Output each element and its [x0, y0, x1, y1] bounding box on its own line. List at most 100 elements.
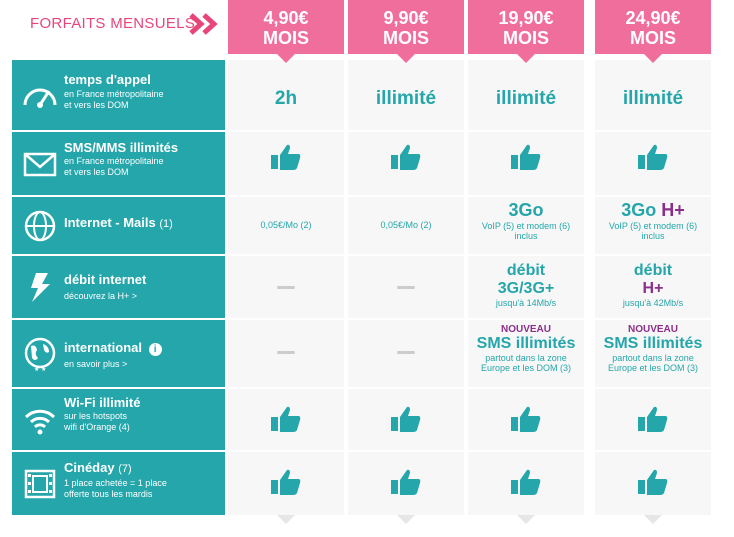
row-subtitle: et vers les DOM [64, 167, 129, 177]
cell-detail: jusqu'à 14Mb/s [495, 298, 557, 308]
data-volume: 3Go [621, 200, 657, 220]
cell-speed-3: débit 3G/3G+ jusqu'à 14Mb/s [468, 262, 584, 308]
cell-detail: partout dans la zone [612, 353, 694, 363]
row-separator [12, 254, 716, 256]
row-title: Internet - Mails [64, 215, 156, 230]
thumbs-up-icon [391, 144, 421, 170]
row-subtitle: en France métropolitaine [64, 156, 164, 166]
row-separator [12, 318, 716, 320]
cell-label: débit [506, 262, 546, 279]
plan-period: MOIS [629, 28, 676, 48]
thumbs-up-icon [638, 469, 668, 495]
row-separator [12, 195, 716, 197]
plan-header-1[interactable]: 4,90€ MOIS [228, 0, 344, 63]
row-note: (1) [159, 218, 173, 230]
plan-price: 24,90€ [625, 8, 681, 28]
row-title: international [64, 340, 143, 355]
cell-detail: VoIP (5) et modem (6) [608, 221, 698, 231]
plan-price: 19,90€ [498, 8, 554, 28]
plan-period: MOIS [502, 28, 549, 48]
row-link[interactable]: en savoir plus > [64, 359, 128, 369]
cell-detail: VoIP (5) et modem (6) [481, 221, 571, 231]
network-badge: H+ [661, 200, 685, 220]
plan-column-3 [468, 60, 584, 524]
row-subtitle: wifi d'Orange (4) [64, 422, 130, 432]
row-separator [12, 130, 716, 132]
row-note: (7) [118, 463, 132, 475]
cell-label: débit [633, 262, 673, 279]
plans-label: FORFAITS MENSUELS [30, 15, 196, 32]
new-badge: NOUVEAU [627, 324, 678, 335]
wifi-icon [24, 409, 56, 434]
row-title: SMS/MMS illimités [64, 140, 179, 155]
thumbs-up-icon [271, 144, 301, 170]
thumbs-up-icon [391, 406, 421, 432]
not-available-dash [277, 351, 295, 354]
cell-detail: inclus [641, 231, 665, 241]
row-subtitle: offerte tous les mardis [64, 489, 153, 499]
cell-detail: Europe et les DOM (3) [480, 363, 572, 373]
cell-value: illimité [622, 88, 684, 109]
cell-value: 0,05€/Mo (2) [380, 220, 432, 230]
row-subtitle: et vers les DOM [64, 100, 129, 110]
double-chevron-icon [189, 13, 218, 35]
info-icon[interactable]: i [148, 343, 162, 356]
lightning-icon [31, 273, 50, 302]
thumbs-up-icon [391, 469, 421, 495]
plan-header-4[interactable]: 24,90€ MOIS [595, 0, 711, 63]
cell-value: H+ [642, 280, 664, 297]
earth-icon: ★ ★ [24, 337, 56, 372]
cell-international-3: NOUVEAU SMS illimités partout dans la zo… [468, 324, 584, 373]
cell-value: 3G/3G+ [497, 280, 555, 297]
row-international[interactable]: ★ ★ international i en savoir plus > [12, 320, 225, 387]
cell-internet-3: 3Go VoIP (5) et modem (6) inclus [468, 200, 584, 241]
cell-value: 2h [274, 88, 298, 109]
cell-detail: jusqu'à 42Mb/s [622, 298, 684, 308]
svg-text:★ ★: ★ ★ [34, 366, 46, 372]
thumbs-up-icon [638, 144, 668, 170]
cell-value: illimité [375, 88, 437, 109]
row-separator [12, 450, 716, 452]
not-available-dash [277, 286, 295, 289]
cell-detail: inclus [514, 231, 538, 241]
plan-price: 9,90€ [383, 8, 429, 28]
not-available-dash [397, 351, 415, 354]
cell-value: SMS illimités [476, 335, 576, 352]
cell-value: illimité [495, 88, 557, 109]
cell-internet-4: 3Go H+ VoIP (5) et modem (6) inclus [595, 200, 711, 241]
row-subtitle: sur les hotspots [64, 411, 128, 421]
globe-icon [24, 210, 56, 241]
data-volume: 3Go [508, 200, 544, 220]
row-subtitle: 1 place achetée = 1 place [64, 478, 167, 488]
plan-header-3[interactable]: 19,90€ MOIS [468, 0, 584, 63]
cell-speed-4: débit H+ jusqu'à 42Mb/s [595, 262, 711, 308]
thumbs-up-icon [271, 406, 301, 432]
thumbs-up-icon [638, 406, 668, 432]
thumbs-up-icon [511, 469, 541, 495]
cell-detail: partout dans la zone [485, 353, 567, 363]
row-title: Wi-Fi illimité [64, 395, 141, 410]
row-wifi: Wi-Fi illimité sur les hotspots wifi d'O… [12, 389, 225, 450]
row-link[interactable]: découvrez la H+ > [64, 291, 138, 301]
row-title: Cinéday [64, 460, 115, 475]
not-available-dash [397, 286, 415, 289]
plan-period: MOIS [382, 28, 429, 48]
row-subtitle: en France métropolitaine [64, 89, 164, 99]
row-internet: Internet - Mails (1) [12, 197, 225, 254]
cell-international-4: NOUVEAU SMS illimités partout dans la zo… [595, 324, 711, 373]
cell-value: 0,05€/Mo (2) [260, 220, 312, 230]
row-cineday: Cinéday (7) 1 place achetée = 1 place of… [12, 452, 225, 515]
plan-price: 4,90€ [263, 8, 309, 28]
cell-value: SMS illimités [603, 335, 703, 352]
new-badge: NOUVEAU [500, 324, 551, 335]
thumbs-up-icon [271, 469, 301, 495]
row-call-time: temps d'appel en France métropolitaine e… [12, 60, 225, 130]
row-speed[interactable]: débit internet découvrez la H+ > [12, 256, 225, 318]
cell-detail: Europe et les DOM (3) [607, 363, 699, 373]
plan-header-2[interactable]: 9,90€ MOIS [348, 0, 464, 63]
thumbs-up-icon [511, 144, 541, 170]
film-icon [24, 469, 56, 498]
row-title: débit internet [64, 272, 147, 287]
thumbs-up-icon [511, 406, 541, 432]
plan-column-4 [595, 60, 711, 524]
